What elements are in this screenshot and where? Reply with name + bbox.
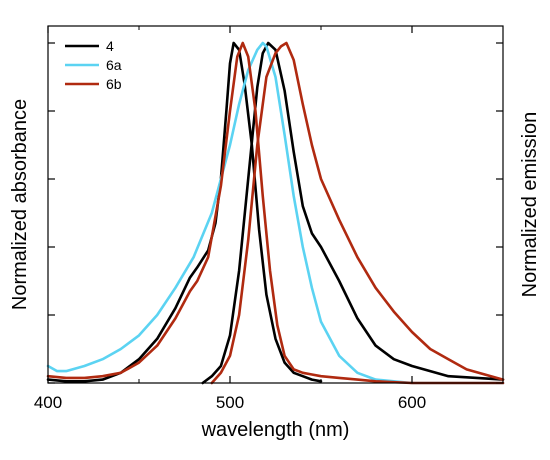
- x-tick-labels: 400 500 600: [34, 393, 426, 412]
- legend: 4 6a 6b: [65, 38, 122, 92]
- series-lines: [46, 41, 505, 385]
- y-axis-label-left: Normalized absorbance: [9, 99, 31, 310]
- series-4-emission-line: [201, 41, 505, 385]
- x-tick-label: 600: [398, 393, 426, 412]
- x-tick-label: 500: [216, 393, 244, 412]
- series-6b-absorbance-line: [46, 41, 505, 385]
- axis-ticks: [47, 26, 503, 384]
- plot-frame: [47, 25, 504, 384]
- series-6b-emission-line: [210, 41, 505, 385]
- legend-label-6a: 6a: [106, 57, 122, 73]
- legend-label-4: 4: [106, 38, 114, 54]
- y-axis-label-right: Normalized emission: [519, 112, 541, 298]
- x-tick-label: 400: [34, 393, 62, 412]
- series-4-absorbance-line: [46, 41, 323, 383]
- legend-label-6b: 6b: [106, 76, 122, 92]
- x-axis-label: wavelength (nm): [201, 419, 350, 441]
- series-6a-absorbance-line: [46, 41, 505, 385]
